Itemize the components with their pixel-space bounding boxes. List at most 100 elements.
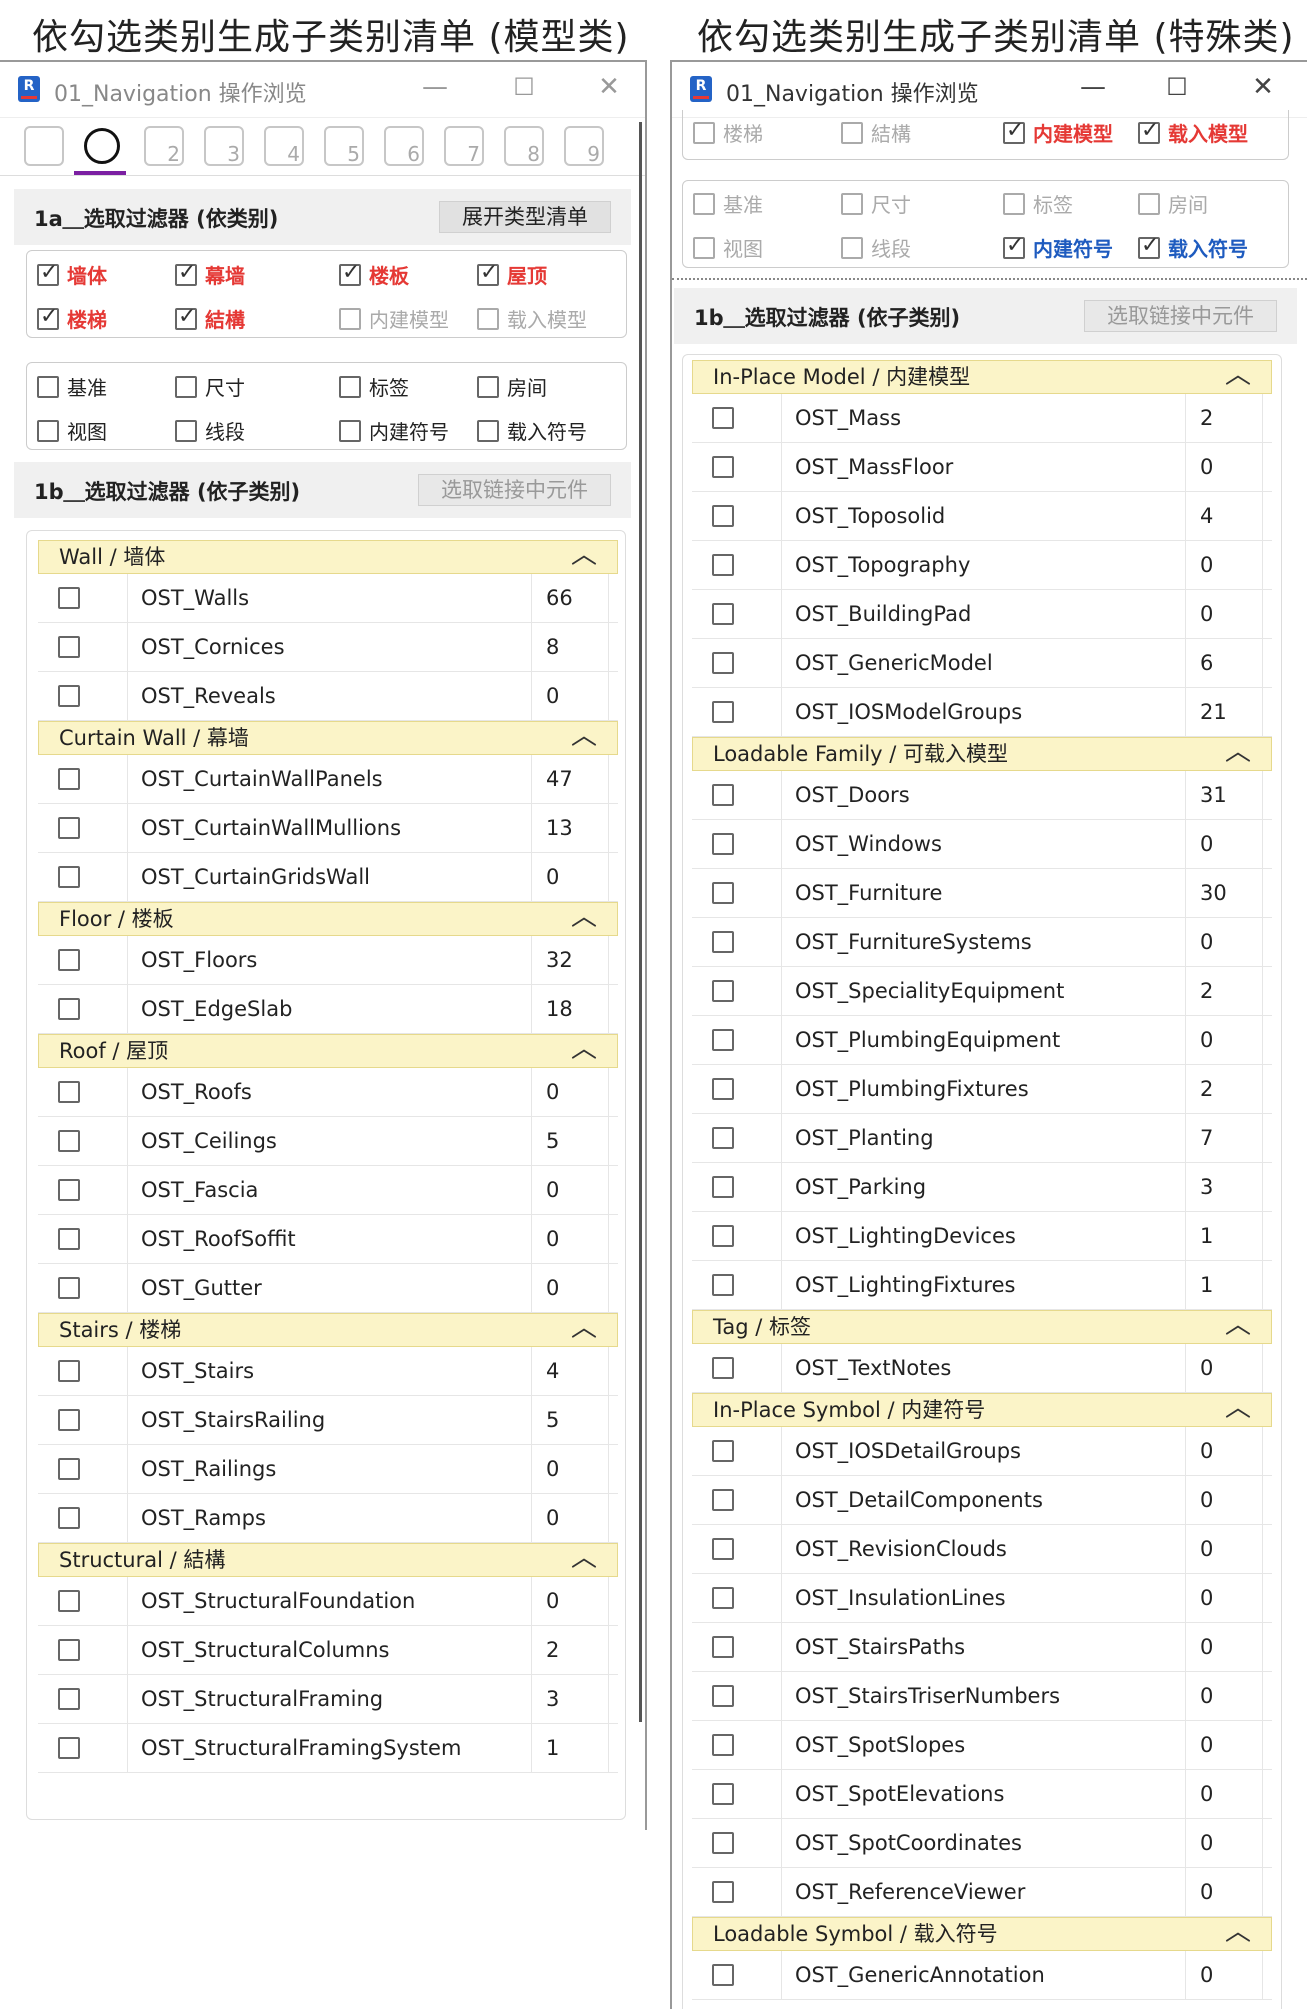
chevron-up-icon[interactable]: ︿ bbox=[570, 721, 597, 751]
checkbox-box[interactable] bbox=[175, 304, 197, 330]
row-checkbox[interactable] bbox=[712, 1029, 734, 1051]
row-checkbox[interactable] bbox=[58, 1081, 80, 1103]
checkbox-box[interactable] bbox=[477, 307, 499, 330]
row-checkbox[interactable] bbox=[712, 1225, 734, 1247]
row-checkbox[interactable] bbox=[712, 1538, 734, 1560]
tool-2-icon[interactable] bbox=[84, 128, 120, 164]
category-header[interactable]: Curtain Wall / 幕墙 ︿ bbox=[38, 721, 618, 755]
checkbox-left-checks-model-3[interactable]: 屋顶 bbox=[477, 260, 547, 289]
checkbox-right-checks-annot-4[interactable]: 视图 bbox=[693, 233, 763, 262]
checkbox-box[interactable] bbox=[339, 419, 361, 442]
category-header[interactable]: Wall / 墙体 ︿ bbox=[38, 540, 618, 574]
minimize-button[interactable]: — bbox=[422, 72, 448, 102]
checkbox-box[interactable] bbox=[477, 419, 499, 442]
chevron-up-icon[interactable]: ︿ bbox=[570, 1034, 597, 1064]
checkbox-right-checks-model-3[interactable]: 载入模型 bbox=[1138, 118, 1248, 147]
list-row[interactable]: OST_Ceilings 5 bbox=[38, 1117, 618, 1166]
tool-9-icon[interactable]: 8 bbox=[504, 126, 544, 166]
checkbox-box[interactable] bbox=[37, 260, 59, 286]
row-checkbox[interactable] bbox=[712, 1176, 734, 1198]
list-row[interactable]: OST_LightingFixtures 1 bbox=[692, 1261, 1272, 1310]
tool-5-icon[interactable]: 4 bbox=[264, 126, 304, 166]
category-header[interactable]: Floor / 楼板 ︿ bbox=[38, 902, 618, 936]
row-checkbox[interactable] bbox=[712, 980, 734, 1002]
checkbox-box[interactable] bbox=[841, 192, 863, 215]
tool-10-icon[interactable]: 9 bbox=[564, 126, 604, 166]
list-row[interactable]: OST_SpotSlopes 0 bbox=[692, 1721, 1272, 1770]
list-row[interactable]: OST_Stairs 4 bbox=[38, 1347, 618, 1396]
close-button[interactable]: ✕ bbox=[598, 72, 620, 102]
checkbox-box[interactable] bbox=[339, 260, 361, 286]
list-row[interactable]: OST_RevisionClouds 0 bbox=[692, 1525, 1272, 1574]
row-checkbox[interactable] bbox=[58, 817, 80, 839]
row-checkbox[interactable] bbox=[712, 603, 734, 625]
tool-1-icon[interactable] bbox=[24, 126, 64, 166]
list-row[interactable]: OST_SpotElevations 0 bbox=[692, 1770, 1272, 1819]
checkbox-right-checks-annot-3[interactable]: 房间 bbox=[1138, 189, 1208, 218]
checkbox-right-checks-annot-5[interactable]: 线段 bbox=[841, 233, 911, 262]
row-checkbox[interactable] bbox=[58, 1737, 80, 1759]
list-row[interactable]: OST_PlumbingEquipment 0 bbox=[692, 1016, 1272, 1065]
checkbox-right-checks-annot-6[interactable]: 内建符号 bbox=[1003, 233, 1113, 262]
checkbox-box[interactable] bbox=[37, 419, 59, 442]
row-checkbox[interactable] bbox=[712, 784, 734, 806]
checkbox-box[interactable] bbox=[37, 304, 59, 330]
checkbox-left-checks-model-2[interactable]: 楼板 bbox=[339, 260, 409, 289]
checkbox-box[interactable] bbox=[693, 192, 715, 215]
list-row[interactable]: OST_FurnitureSystems 0 bbox=[692, 918, 1272, 967]
list-row[interactable]: OST_Windows 0 bbox=[692, 820, 1272, 869]
list-row[interactable]: OST_Toposolid 4 bbox=[692, 492, 1272, 541]
list-row[interactable]: OST_Furniture 30 bbox=[692, 869, 1272, 918]
list-row[interactable]: OST_Parking 3 bbox=[692, 1163, 1272, 1212]
row-checkbox[interactable] bbox=[58, 1639, 80, 1661]
row-checkbox[interactable] bbox=[58, 1409, 80, 1431]
checkbox-left-checks-annot-0[interactable]: 基准 bbox=[37, 372, 107, 401]
category-header[interactable]: Structural / 結構 ︿ bbox=[38, 1543, 618, 1577]
row-checkbox[interactable] bbox=[712, 833, 734, 855]
checkbox-box[interactable] bbox=[693, 121, 715, 144]
list-row[interactable]: OST_InsulationLines 0 bbox=[692, 1574, 1272, 1623]
list-row[interactable]: OST_StairsTriserNumbers 0 bbox=[692, 1672, 1272, 1721]
row-checkbox[interactable] bbox=[58, 998, 80, 1020]
row-checkbox[interactable] bbox=[712, 1127, 734, 1149]
checkbox-left-checks-model-0[interactable]: 墙体 bbox=[37, 260, 107, 289]
checkbox-left-checks-annot-2[interactable]: 标签 bbox=[339, 372, 409, 401]
close-button[interactable]: ✕ bbox=[1252, 72, 1274, 102]
maximize-button[interactable]: ☐ bbox=[1166, 73, 1188, 101]
chevron-up-icon[interactable]: ︿ bbox=[1224, 737, 1251, 767]
row-checkbox[interactable] bbox=[712, 1685, 734, 1707]
list-row[interactable]: OST_PlumbingFixtures 2 bbox=[692, 1065, 1272, 1114]
checkbox-box[interactable] bbox=[339, 307, 361, 330]
list-row[interactable]: OST_Walls 66 bbox=[38, 574, 618, 623]
list-row[interactable]: OST_LightingDevices 1 bbox=[692, 1212, 1272, 1261]
row-checkbox[interactable] bbox=[712, 1587, 734, 1609]
select-linked-elements-button[interactable]: 选取链接中元件 bbox=[1084, 300, 1277, 332]
row-checkbox[interactable] bbox=[712, 456, 734, 478]
checkbox-left-checks-model-6[interactable]: 内建模型 bbox=[339, 304, 449, 333]
checkbox-right-checks-annot-0[interactable]: 基准 bbox=[693, 189, 763, 218]
list-row[interactable]: OST_Roofs 0 bbox=[38, 1068, 618, 1117]
chevron-up-icon[interactable]: ︿ bbox=[1224, 1917, 1251, 1947]
checkbox-left-checks-annot-4[interactable]: 视图 bbox=[37, 416, 107, 445]
row-checkbox[interactable] bbox=[58, 768, 80, 790]
list-row[interactable]: OST_StairsPaths 0 bbox=[692, 1623, 1272, 1672]
checkbox-box[interactable] bbox=[1003, 192, 1025, 215]
row-checkbox[interactable] bbox=[58, 1688, 80, 1710]
list-row[interactable]: OST_StructuralColumns 2 bbox=[38, 1626, 618, 1675]
category-header[interactable]: Loadable Symbol / 载入符号 ︿ bbox=[692, 1917, 1272, 1951]
checkbox-left-checks-annot-5[interactable]: 线段 bbox=[175, 416, 245, 445]
list-row[interactable]: OST_Planting 7 bbox=[692, 1114, 1272, 1163]
tool-4-icon[interactable]: 3 bbox=[204, 126, 244, 166]
checkbox-left-checks-annot-3[interactable]: 房间 bbox=[477, 372, 547, 401]
checkbox-right-checks-annot-2[interactable]: 标签 bbox=[1003, 189, 1073, 218]
row-checkbox[interactable] bbox=[58, 1590, 80, 1612]
row-checkbox[interactable] bbox=[712, 554, 734, 576]
list-row[interactable]: OST_IOSModelGroups 21 bbox=[692, 688, 1272, 737]
checkbox-left-checks-model-4[interactable]: 楼梯 bbox=[37, 304, 107, 333]
row-checkbox[interactable] bbox=[58, 1507, 80, 1529]
list-row[interactable]: OST_Floors 32 bbox=[38, 936, 618, 985]
checkbox-box[interactable] bbox=[841, 121, 863, 144]
checkbox-box[interactable] bbox=[1138, 118, 1160, 144]
checkbox-left-checks-model-1[interactable]: 幕墙 bbox=[175, 260, 245, 289]
checkbox-box[interactable] bbox=[1138, 192, 1160, 215]
